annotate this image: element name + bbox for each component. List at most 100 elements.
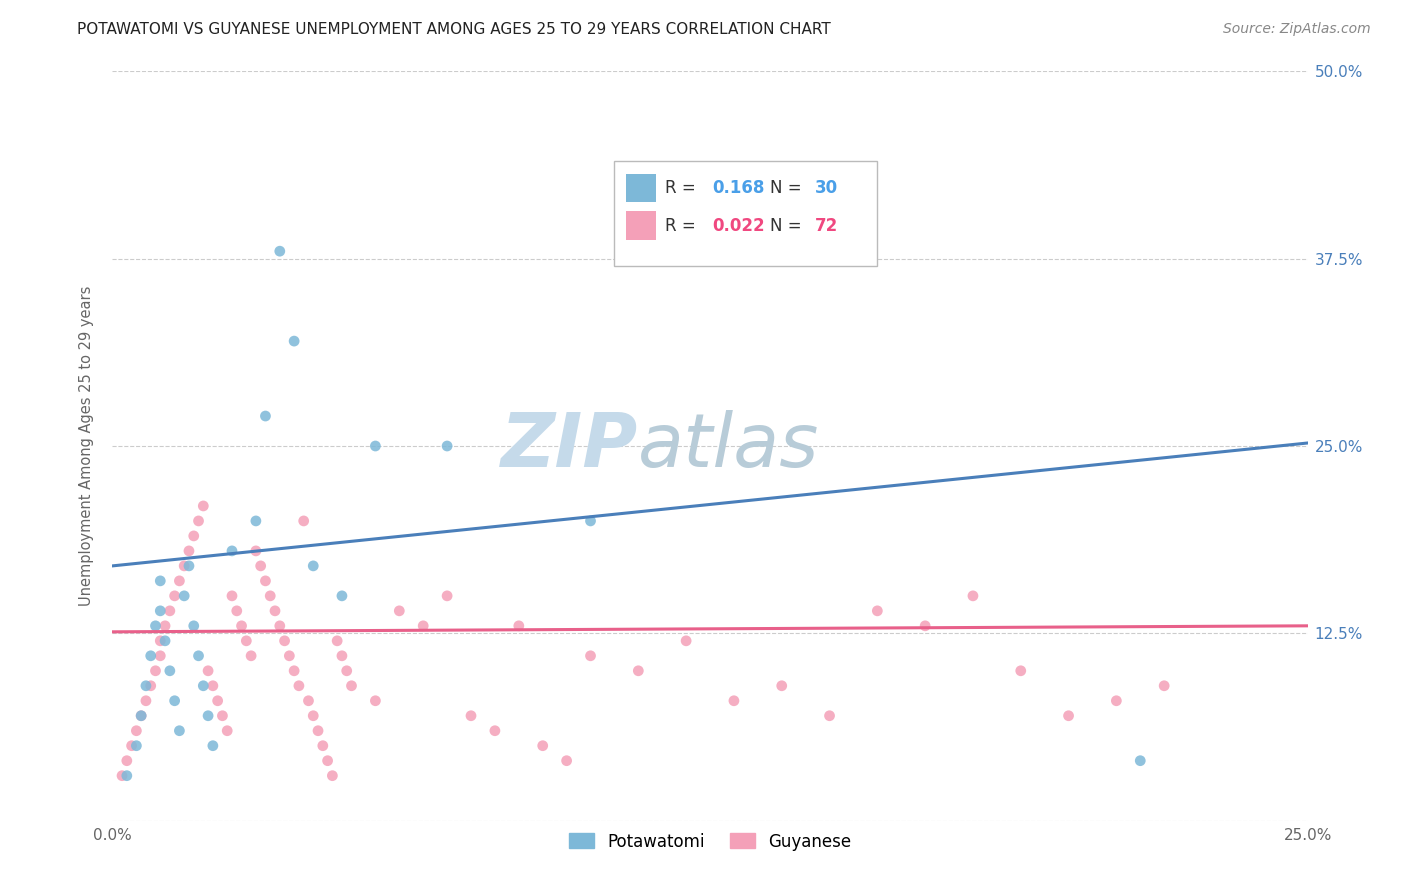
Point [240,648,263,663]
Point [307,723,329,738]
Point [159,664,181,678]
Point [254,574,277,588]
Point [1057,708,1080,723]
Point [508,619,530,633]
FancyBboxPatch shape [627,174,657,202]
Text: 0.022: 0.022 [713,217,765,235]
Point [187,514,209,528]
Point [193,499,215,513]
Point [201,679,224,693]
Point [302,708,325,723]
Point [163,589,186,603]
Text: ZIP: ZIP [501,409,638,483]
Point [139,648,162,663]
Point [249,558,271,573]
Text: atlas: atlas [638,410,820,482]
Point [153,633,176,648]
Point [225,604,247,618]
Point [269,244,291,259]
Point [484,723,506,738]
Point [149,574,172,588]
Point [115,769,138,783]
Point [278,648,301,663]
Point [340,679,363,693]
Y-axis label: Unemployment Among Ages 25 to 29 years: Unemployment Among Ages 25 to 29 years [79,285,94,607]
Point [866,604,889,618]
Point [412,619,434,633]
Point [125,739,148,753]
Point [197,708,219,723]
Legend: Potawatomi, Guyanese: Potawatomi, Guyanese [562,826,858,857]
Point [183,529,205,543]
Point [254,409,277,423]
Point [163,694,186,708]
Point [139,679,162,693]
Point [149,604,172,618]
Point [1010,664,1032,678]
Point [259,589,281,603]
Text: 30: 30 [815,179,838,197]
Point [364,439,387,453]
Point [145,664,167,678]
Point [173,558,195,573]
Point [1105,694,1128,708]
Point [187,648,209,663]
Point [1153,679,1175,693]
Point [321,769,343,783]
Point [145,619,167,633]
Point [292,514,315,528]
Point [217,723,239,738]
Point [330,589,353,603]
Point [115,754,138,768]
Point [111,769,134,783]
Text: R =: R = [665,179,700,197]
Point [962,589,984,603]
Point [183,619,205,633]
Point [770,679,793,693]
Point [211,708,233,723]
Point [201,739,224,753]
Point [125,723,148,738]
Point [221,589,243,603]
FancyBboxPatch shape [614,161,877,266]
Point [245,514,267,528]
FancyBboxPatch shape [627,211,657,240]
Point [326,633,349,648]
Point [336,664,359,678]
Point [460,708,482,723]
Text: Source: ZipAtlas.com: Source: ZipAtlas.com [1223,22,1371,37]
Point [129,708,152,723]
Point [579,514,602,528]
Point [273,633,295,648]
Point [269,619,291,633]
Text: 0.168: 0.168 [713,179,765,197]
Point [283,334,305,348]
Point [914,619,936,633]
Point [149,633,172,648]
Point [149,648,172,663]
Point [312,739,335,753]
Point [121,739,143,753]
Point [197,664,219,678]
Point [627,664,650,678]
Point [169,723,191,738]
Point [221,544,243,558]
Point [436,589,458,603]
Point [264,604,287,618]
Point [316,754,339,768]
Point [173,589,195,603]
Text: N =: N = [770,179,807,197]
Point [177,544,200,558]
Point [330,648,353,663]
Point [235,633,257,648]
Text: 72: 72 [815,217,838,235]
Point [288,679,311,693]
Text: R =: R = [665,217,700,235]
Point [302,558,325,573]
Point [388,604,411,618]
Point [579,648,602,663]
Point [135,694,157,708]
Point [169,574,191,588]
Point [193,679,215,693]
Point [231,619,253,633]
